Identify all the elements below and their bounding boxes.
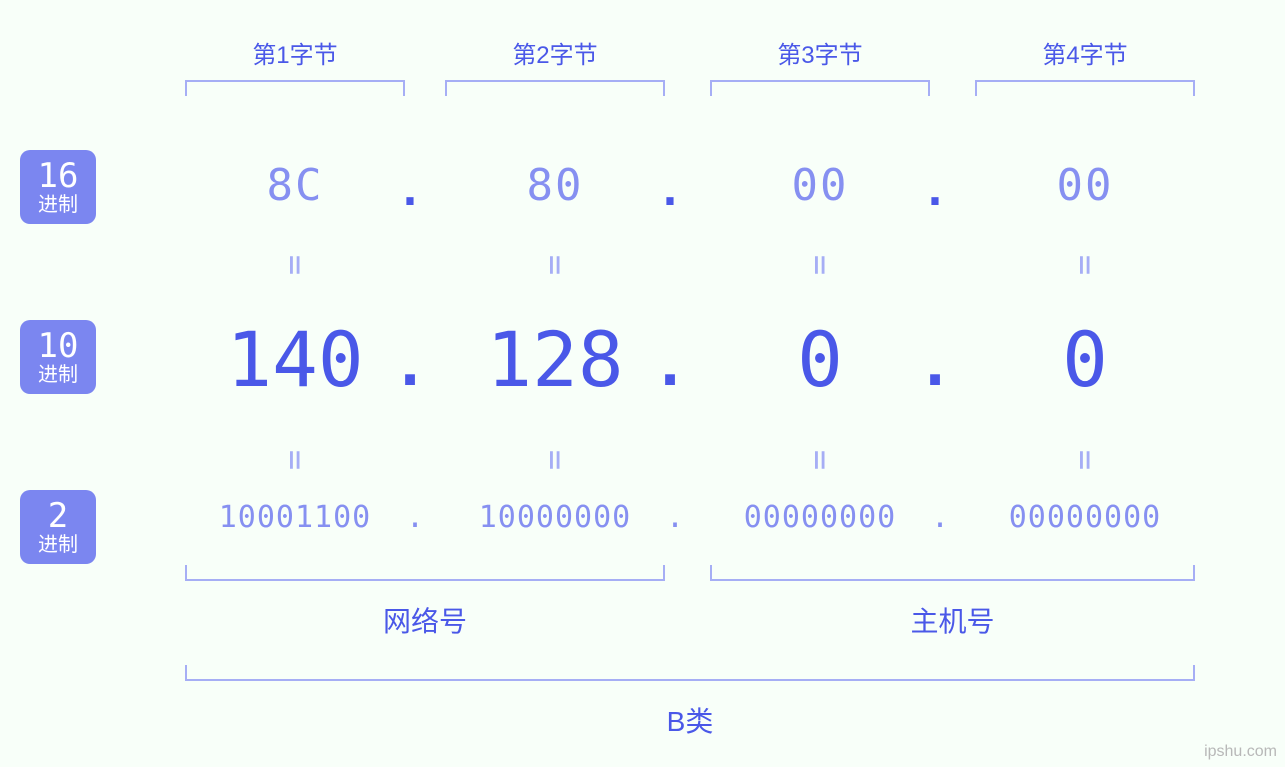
eq-hex-dec-3: = [800,245,840,285]
badge-hex: 16 进制 [20,150,96,224]
eq-hex-dec-4: = [1065,245,1105,285]
watermark: ipshu.com [1204,743,1277,761]
dec-dot-3: . [915,330,955,400]
byte-header-1: 第1字节 [175,35,415,70]
ip-diagram: 16 进制 10 进制 2 进制 第1字节 第2字节 第3字节 第4字节 8C … [0,0,1285,767]
top-bracket-3 [710,80,930,96]
hex-byte-3: 00 [700,160,940,211]
network-label: 网络号 [185,600,665,640]
dec-dot-2: . [650,330,690,400]
bin-byte-4: 00000000 [965,500,1205,535]
bin-dot-1: . [395,500,435,535]
top-bracket-4 [975,80,1195,96]
eq-hex-dec-2: = [535,245,575,285]
dec-byte-3: 0 [700,315,940,404]
dec-byte-4: 0 [965,315,1205,404]
hex-byte-4: 00 [965,160,1205,211]
class-label: B类 [185,700,1195,740]
hex-byte-1: 8C [175,160,415,211]
badge-hex-sub: 进制 [38,194,78,215]
bin-byte-3: 00000000 [700,500,940,535]
bin-byte-2: 10000000 [435,500,675,535]
badge-bin-sub: 进制 [38,534,78,555]
badge-bin-num: 2 [48,499,68,535]
host-bracket [710,565,1195,581]
badge-bin: 2 进制 [20,490,96,564]
class-bracket [185,665,1195,681]
eq-hex-dec-1: = [275,245,315,285]
top-bracket-2 [445,80,665,96]
bin-dot-2: . [655,500,695,535]
badge-dec-num: 10 [38,329,79,365]
eq-dec-bin-3: = [800,440,840,480]
network-bracket [185,565,665,581]
byte-header-3: 第3字节 [700,35,940,70]
eq-dec-bin-4: = [1065,440,1105,480]
byte-header-4: 第4字节 [965,35,1205,70]
bin-dot-3: . [920,500,960,535]
bin-byte-1: 10001100 [175,500,415,535]
hex-byte-2: 80 [435,160,675,211]
top-bracket-1 [185,80,405,96]
eq-dec-bin-2: = [535,440,575,480]
dec-byte-2: 128 [435,315,675,404]
dec-dot-1: . [390,330,430,400]
byte-header-2: 第2字节 [435,35,675,70]
badge-dec: 10 进制 [20,320,96,394]
hex-dot-3: . [915,165,955,216]
dec-byte-1: 140 [175,315,415,404]
badge-dec-sub: 进制 [38,364,78,385]
hex-dot-1: . [390,165,430,216]
badge-hex-num: 16 [38,159,79,195]
eq-dec-bin-1: = [275,440,315,480]
host-label: 主机号 [710,600,1195,640]
hex-dot-2: . [650,165,690,216]
